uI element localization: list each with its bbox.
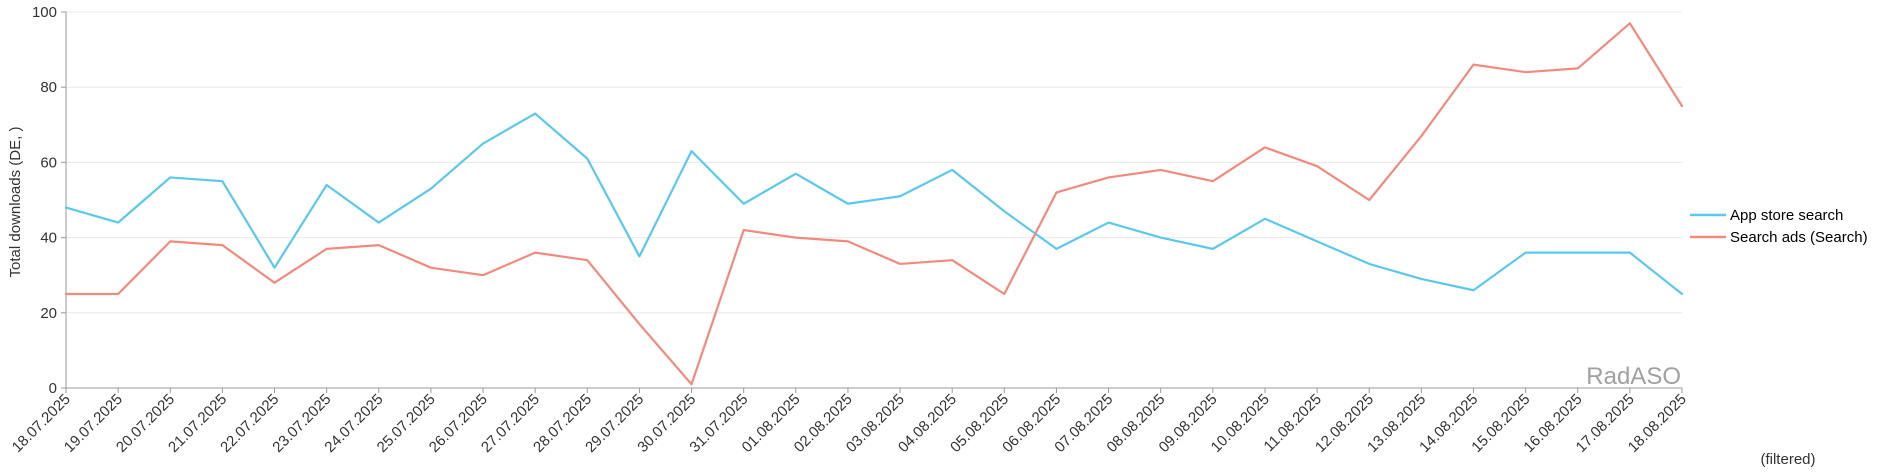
series-line	[64, 22, 1684, 386]
series-lines	[64, 22, 1684, 386]
legend-label: Search ads (Search)	[1730, 229, 1868, 246]
axes: 02040608010018.07.202519.07.202520.07.20…	[9, 4, 1690, 456]
legend: App store search Search ads (Search)	[1690, 207, 1868, 246]
gridlines	[66, 11, 1682, 314]
y-tick-label: 80	[40, 79, 57, 96]
y-tick-label: 100	[32, 4, 57, 21]
y-tick-label: 40	[40, 230, 57, 247]
y-axis-label: Total downloads (DE, )	[7, 127, 24, 278]
y-tick-label: 60	[40, 154, 57, 171]
y-tick-label: 20	[40, 305, 57, 322]
watermark-text: RadASO	[1586, 363, 1681, 390]
series-line	[64, 112, 1684, 296]
legend-label: App store search	[1730, 207, 1843, 224]
filtered-note: (filtered)	[1760, 451, 1815, 468]
y-tick-label: 0	[49, 380, 57, 397]
